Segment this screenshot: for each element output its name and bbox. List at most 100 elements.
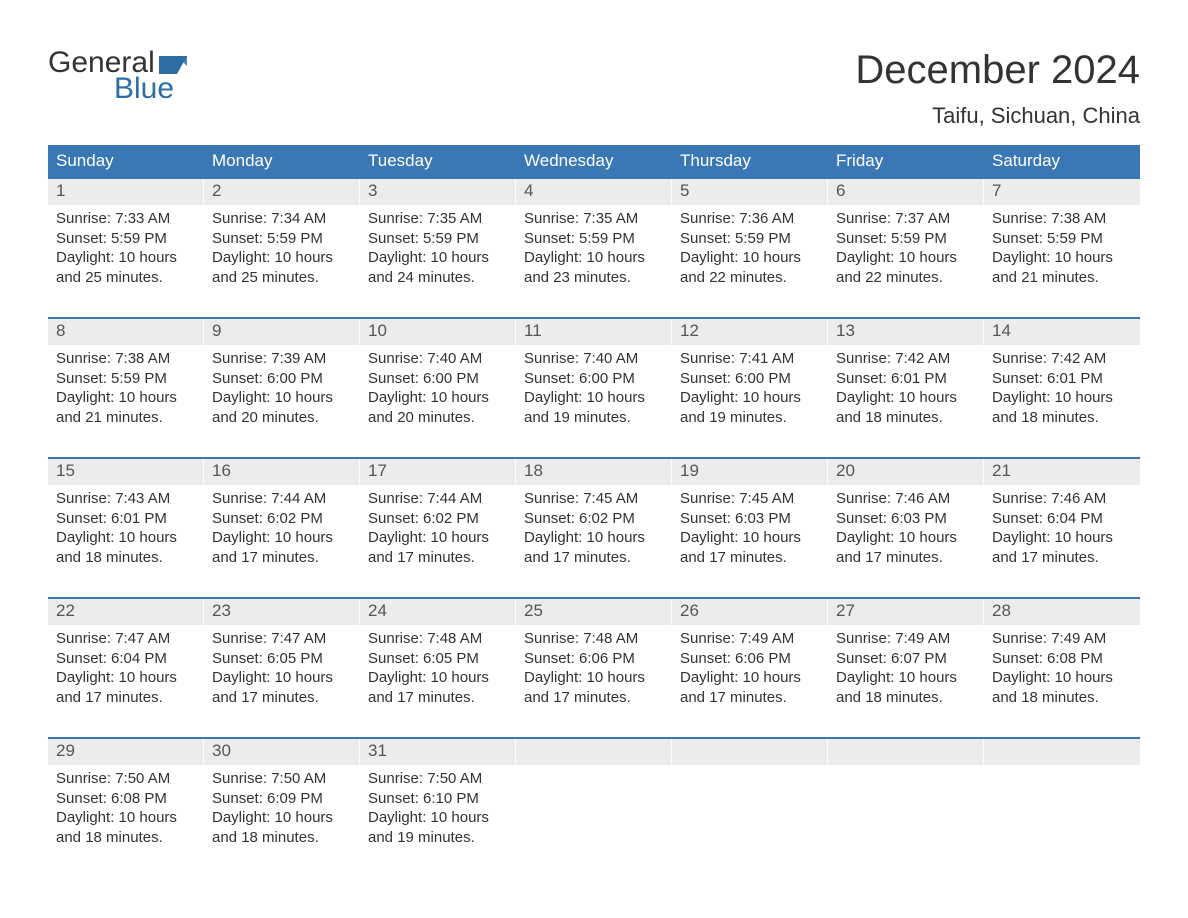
calendar-cell: Sunrise: 7:49 AMSunset: 6:08 PMDaylight:… [984,625,1140,711]
d1-text: Daylight: 10 hours [212,668,352,688]
d1-text: Daylight: 10 hours [992,668,1132,688]
sunrise-text: Sunrise: 7:49 AM [680,629,820,649]
calendar-cell: Sunrise: 7:50 AMSunset: 6:08 PMDaylight:… [48,765,204,851]
weekday-header: Sunday [48,145,204,177]
calendar-cell [516,765,672,851]
sunrise-text: Sunrise: 7:49 AM [992,629,1132,649]
day-number: 11 [516,319,672,345]
day-number: 16 [204,459,360,485]
sunrise-text: Sunrise: 7:33 AM [56,209,196,229]
d2-text: and 23 minutes. [524,268,664,288]
calendar-cell: Sunrise: 7:41 AMSunset: 6:00 PMDaylight:… [672,345,828,431]
calendar-cell [984,765,1140,851]
sunset-text: Sunset: 6:06 PM [680,649,820,669]
calendar-cell: Sunrise: 7:42 AMSunset: 6:01 PMDaylight:… [828,345,984,431]
sunset-text: Sunset: 6:03 PM [836,509,976,529]
d2-text: and 18 minutes. [56,548,196,568]
calendar-cell: Sunrise: 7:47 AMSunset: 6:05 PMDaylight:… [204,625,360,711]
d2-text: and 18 minutes. [992,688,1132,708]
d1-text: Daylight: 10 hours [524,388,664,408]
daynum-row: 1234567 [48,179,1140,205]
d1-text: Daylight: 10 hours [212,388,352,408]
calendar-cell: Sunrise: 7:46 AMSunset: 6:03 PMDaylight:… [828,485,984,571]
day-number: 6 [828,179,984,205]
d1-text: Daylight: 10 hours [524,528,664,548]
d2-text: and 18 minutes. [56,828,196,848]
sunset-text: Sunset: 5:59 PM [56,369,196,389]
sunset-text: Sunset: 6:05 PM [212,649,352,669]
day-number: 19 [672,459,828,485]
calendar-cell: Sunrise: 7:44 AMSunset: 6:02 PMDaylight:… [204,485,360,571]
d2-text: and 19 minutes. [524,408,664,428]
d1-text: Daylight: 10 hours [212,248,352,268]
sunset-text: Sunset: 6:02 PM [368,509,508,529]
d2-text: and 17 minutes. [680,688,820,708]
sunrise-text: Sunrise: 7:45 AM [524,489,664,509]
day-number: 21 [984,459,1140,485]
calendar-cell: Sunrise: 7:45 AMSunset: 6:03 PMDaylight:… [672,485,828,571]
sunset-text: Sunset: 6:01 PM [56,509,196,529]
sunset-text: Sunset: 5:59 PM [212,229,352,249]
d2-text: and 17 minutes. [368,688,508,708]
sunrise-text: Sunrise: 7:49 AM [836,629,976,649]
d2-text: and 17 minutes. [836,548,976,568]
daynum-row: 15161718192021 [48,459,1140,485]
calendar-cell: Sunrise: 7:34 AMSunset: 5:59 PMDaylight:… [204,205,360,291]
sunrise-text: Sunrise: 7:44 AM [368,489,508,509]
d2-text: and 17 minutes. [992,548,1132,568]
calendar-cell: Sunrise: 7:40 AMSunset: 6:00 PMDaylight:… [516,345,672,431]
sunrise-text: Sunrise: 7:47 AM [212,629,352,649]
calendar-cell [672,765,828,851]
calendar-cell [828,765,984,851]
logo: General Blue [48,48,187,104]
d2-text: and 17 minutes. [524,688,664,708]
sunset-text: Sunset: 6:04 PM [992,509,1132,529]
day-number: 30 [204,739,360,765]
d2-text: and 20 minutes. [212,408,352,428]
d1-text: Daylight: 10 hours [836,248,976,268]
sunrise-text: Sunrise: 7:41 AM [680,349,820,369]
d1-text: Daylight: 10 hours [992,388,1132,408]
sunrise-text: Sunrise: 7:50 AM [56,769,196,789]
day-number [672,739,828,765]
sunset-text: Sunset: 5:59 PM [56,229,196,249]
sunrise-text: Sunrise: 7:35 AM [524,209,664,229]
sunset-text: Sunset: 6:04 PM [56,649,196,669]
day-number: 28 [984,599,1140,625]
d2-text: and 18 minutes. [836,408,976,428]
day-number: 18 [516,459,672,485]
calendar-cell: Sunrise: 7:49 AMSunset: 6:07 PMDaylight:… [828,625,984,711]
d1-text: Daylight: 10 hours [368,808,508,828]
sunrise-text: Sunrise: 7:38 AM [56,349,196,369]
d1-text: Daylight: 10 hours [836,528,976,548]
day-number: 25 [516,599,672,625]
sunrise-text: Sunrise: 7:46 AM [992,489,1132,509]
calendar-cell: Sunrise: 7:36 AMSunset: 5:59 PMDaylight:… [672,205,828,291]
day-number [984,739,1140,765]
day-number: 7 [984,179,1140,205]
sunrise-text: Sunrise: 7:42 AM [836,349,976,369]
d1-text: Daylight: 10 hours [56,248,196,268]
sunrise-text: Sunrise: 7:40 AM [524,349,664,369]
day-number: 14 [984,319,1140,345]
calendar-cell: Sunrise: 7:49 AMSunset: 6:06 PMDaylight:… [672,625,828,711]
calendar-cell: Sunrise: 7:45 AMSunset: 6:02 PMDaylight:… [516,485,672,571]
title-location: Taifu, Sichuan, China [855,103,1140,129]
calendar-cell: Sunrise: 7:38 AMSunset: 5:59 PMDaylight:… [984,205,1140,291]
day-number: 24 [360,599,516,625]
d2-text: and 17 minutes. [56,688,196,708]
day-number: 8 [48,319,204,345]
calendar-cell: Sunrise: 7:39 AMSunset: 6:00 PMDaylight:… [204,345,360,431]
calendar-cell: Sunrise: 7:38 AMSunset: 5:59 PMDaylight:… [48,345,204,431]
day-number: 31 [360,739,516,765]
sunset-text: Sunset: 6:08 PM [992,649,1132,669]
day-number: 3 [360,179,516,205]
sunset-text: Sunset: 6:09 PM [212,789,352,809]
day-number: 10 [360,319,516,345]
sunrise-text: Sunrise: 7:35 AM [368,209,508,229]
d1-text: Daylight: 10 hours [992,248,1132,268]
day-number [516,739,672,765]
calendar-week: 891011121314Sunrise: 7:38 AMSunset: 5:59… [48,317,1140,431]
d1-text: Daylight: 10 hours [56,528,196,548]
weekday-header: Saturday [984,145,1140,177]
